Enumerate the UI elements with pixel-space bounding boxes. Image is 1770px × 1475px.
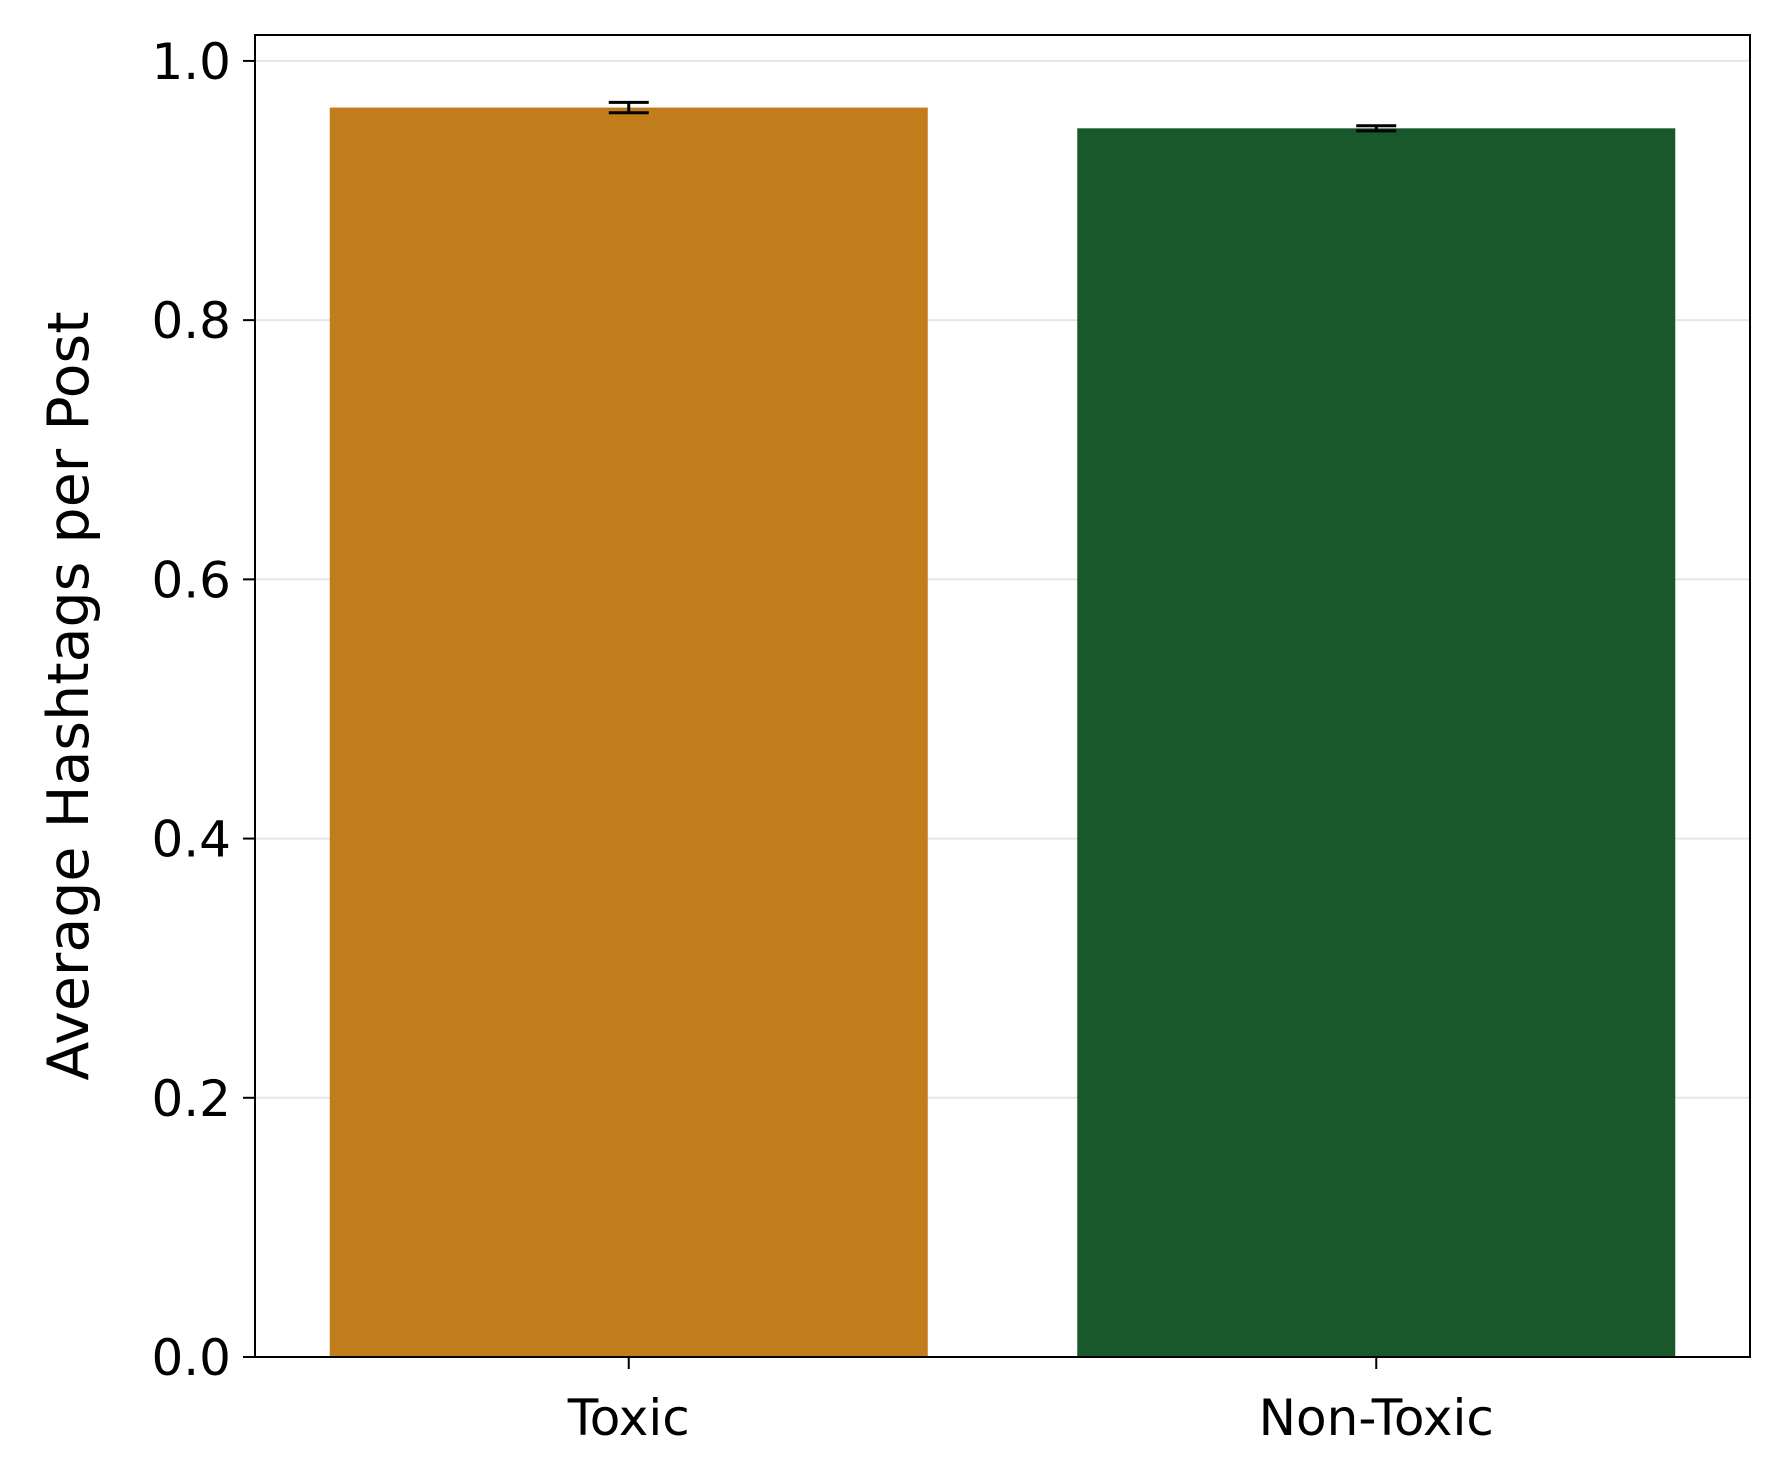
y-tick-label: 0.8 bbox=[151, 292, 231, 350]
y-tick-label: 0.4 bbox=[151, 811, 231, 869]
y-axis-ticks: 0.0 0.2 0.4 0.6 0.8 1.0 bbox=[151, 33, 255, 1387]
bar-non-toxic bbox=[1077, 128, 1676, 1358]
x-axis-ticks: Toxic Non-Toxic bbox=[567, 1357, 1494, 1447]
y-tick-label: 0.2 bbox=[151, 1070, 231, 1128]
x-tick-label: Toxic bbox=[567, 1389, 690, 1447]
x-tick-label: Non-Toxic bbox=[1259, 1389, 1494, 1447]
bars bbox=[329, 107, 1676, 1358]
y-axis-label: Average Hashtags per Post bbox=[36, 311, 102, 1080]
y-tick-label: 0.6 bbox=[151, 551, 231, 609]
y-tick-label: 0.0 bbox=[151, 1329, 231, 1387]
error-bars bbox=[608, 100, 1397, 133]
plot-frame bbox=[254, 34, 1751, 1358]
bar-toxic bbox=[329, 107, 928, 1357]
y-tick-label: 1.0 bbox=[151, 33, 231, 91]
